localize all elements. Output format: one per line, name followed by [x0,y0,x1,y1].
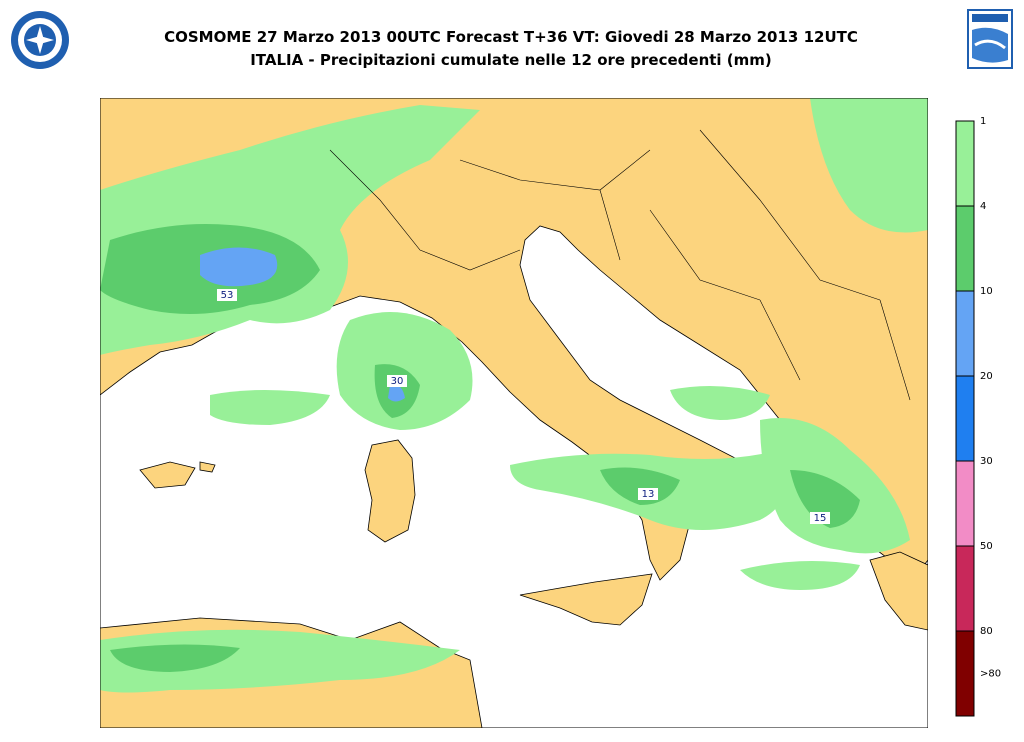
colorbar-label: 20 [980,371,993,382]
colorbar-segment [956,291,974,376]
title-line-2: ITALIA - Precipitazioni cumulate nelle 1… [250,51,772,69]
colorbar-label: 30 [980,456,993,467]
map-label: 53 [221,290,234,301]
map-labels: 53 30 13 15 [217,289,830,524]
colorbar-segment [956,546,974,631]
colorbar-segment [956,206,974,291]
map-label-box [638,488,658,500]
title-line-1: COSMOME 27 Marzo 2013 00UTC Forecast T+3… [164,28,858,46]
colorbar-frame [955,120,975,717]
map-label: 13 [642,489,655,500]
map-label-box [810,512,830,524]
colorbar-label: 80 [980,626,993,637]
colorbar: 1 4 10 20 30 50 80 >80 [955,116,1001,717]
colorbar-segment [956,461,974,546]
colorbar-label: >80 [980,669,1001,680]
colorbar-segment [956,121,974,206]
colorbar-segment [956,631,974,716]
map [100,98,928,728]
map-label-box [387,375,407,387]
map-label-box [217,289,237,301]
left-logo [11,11,69,69]
colorbar-label: 50 [980,541,993,552]
map-label: 30 [391,376,404,387]
colorbar-label: 1 [980,116,986,127]
colorbar-label: 4 [980,201,986,212]
colorbar-label: 10 [980,286,993,297]
colorbar-segment [956,376,974,461]
right-logo [967,9,1013,69]
map-label: 15 [814,513,827,524]
